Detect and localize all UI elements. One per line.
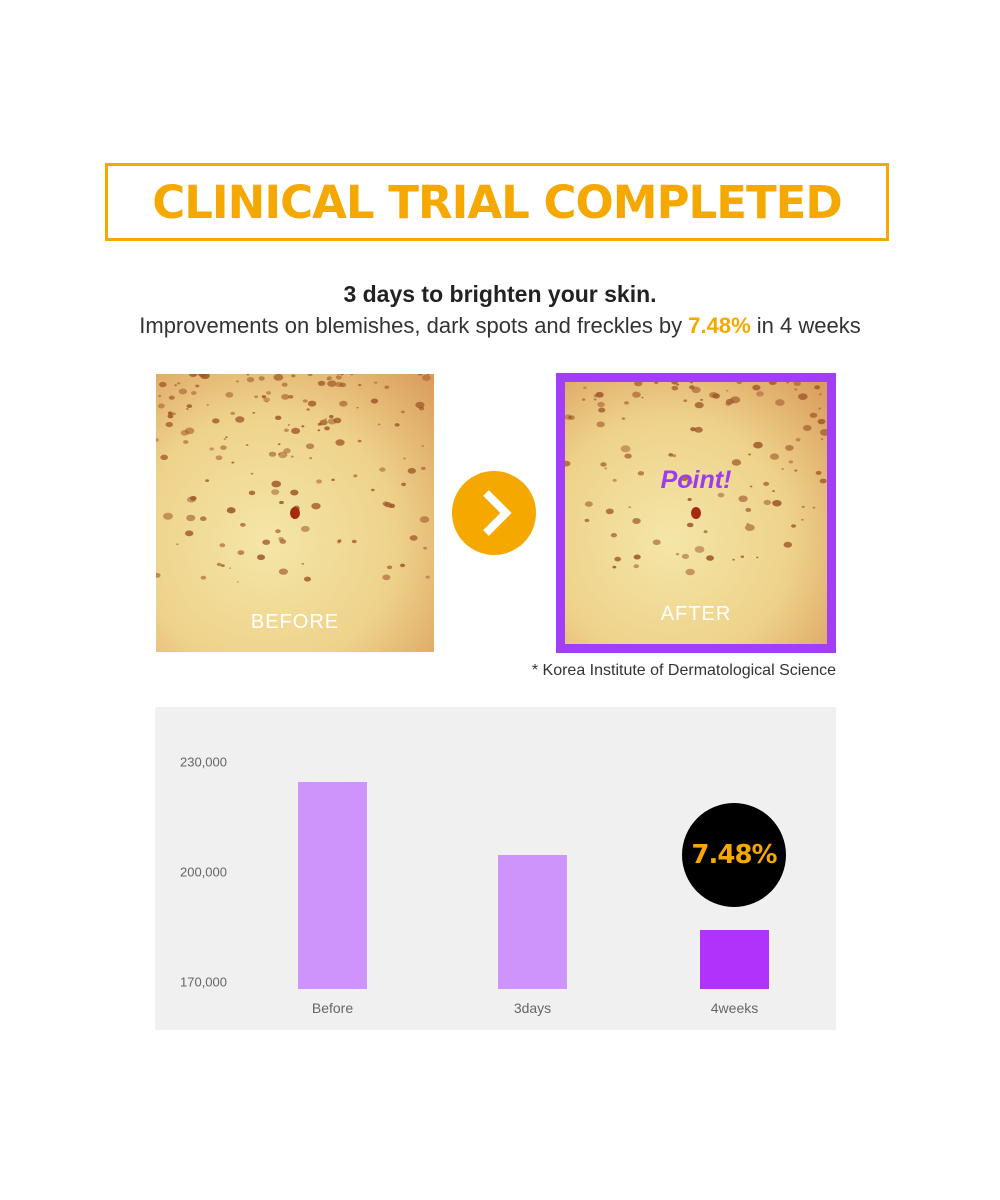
subline-highlight: 7.48% xyxy=(688,313,751,338)
subline-text-end: in 4 weeks xyxy=(750,313,861,338)
before-photo: BEFORE xyxy=(156,374,434,652)
subline-text: Improvements on blemishes, dark spots an… xyxy=(139,313,689,338)
bar-4weeks xyxy=(700,930,769,989)
y-tick-label: 170,000 xyxy=(180,974,227,990)
after-photo: Point! AFTER xyxy=(565,382,827,644)
headline: 3 days to brighten your skin. xyxy=(343,281,657,307)
skin-spots xyxy=(565,382,827,576)
before-label: BEFORE xyxy=(250,611,340,633)
chevron-right-icon xyxy=(452,471,536,555)
y-tick-label: 200,000 xyxy=(180,864,227,880)
x-tick-label: 4weeks xyxy=(710,1000,759,1016)
y-tick-label: 230,000 xyxy=(180,754,227,770)
skin-spots xyxy=(156,374,431,583)
bar-before xyxy=(298,781,367,989)
subline: Improvements on blemishes, dark spots an… xyxy=(0,313,1000,339)
x-tick-label: Before xyxy=(311,1000,354,1016)
title-banner: CLINICAL TRIAL COMPLETED xyxy=(105,163,889,241)
bar-chart: 7.48% 230,000 200,000 170,000 Before 3days 4w… xyxy=(155,707,836,1030)
after-label: AFTER xyxy=(660,603,732,625)
after-photo-frame: Point! AFTER xyxy=(556,373,836,653)
banner-title: CLINICAL TRIAL COMPLETED xyxy=(152,175,843,229)
x-tick-label: 3days xyxy=(513,1000,552,1016)
source-credit: * Korea Institute of Dermatological Scie… xyxy=(531,662,836,679)
point-callout: Point! xyxy=(660,466,732,494)
bar-3days xyxy=(498,855,567,989)
percent-badge: 7.48% xyxy=(682,803,786,907)
